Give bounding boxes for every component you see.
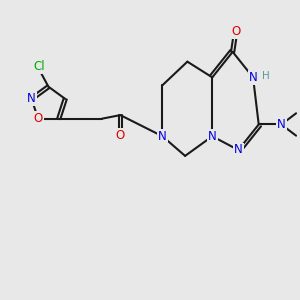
Text: Cl: Cl [33, 60, 44, 73]
Text: N: N [277, 118, 286, 131]
Text: N: N [158, 130, 167, 143]
Text: H: H [262, 70, 269, 81]
Text: N: N [234, 143, 243, 157]
Text: O: O [116, 129, 125, 142]
Text: O: O [33, 112, 43, 125]
Text: N: N [249, 71, 257, 84]
Text: N: N [208, 130, 217, 143]
Text: O: O [231, 25, 240, 38]
Text: N: N [27, 92, 36, 105]
